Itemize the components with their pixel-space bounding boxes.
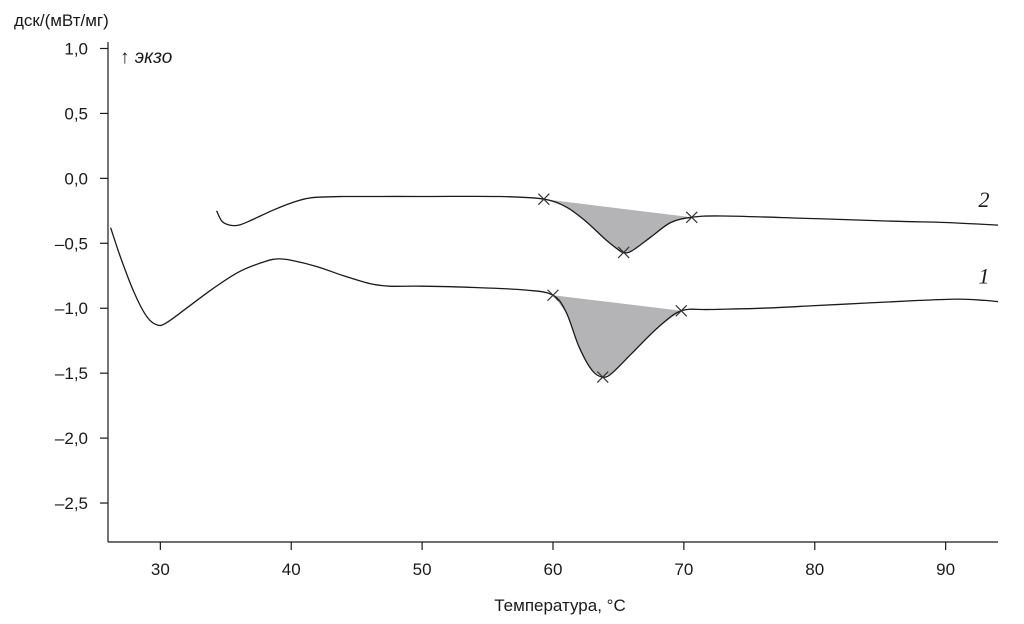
exo-annotation: ↑ экзо bbox=[120, 47, 172, 68]
axes bbox=[107, 42, 998, 543]
y-tick-label: –1,0 bbox=[55, 299, 88, 318]
y-tick-label: –0,5 bbox=[55, 234, 88, 253]
x-marker bbox=[537, 193, 550, 206]
y-tick-label: 0,0 bbox=[64, 169, 88, 188]
peak-area-1 bbox=[553, 295, 682, 378]
y-axis-title: дск/(мВт/мг) bbox=[14, 11, 109, 30]
curve-2 bbox=[216, 195, 999, 254]
x-tick-label: 90 bbox=[936, 560, 955, 579]
curve-1 bbox=[109, 227, 999, 378]
x-tick-label: 70 bbox=[674, 560, 693, 579]
series-label-1: 1 bbox=[979, 264, 990, 289]
x-tick-label: 40 bbox=[282, 560, 301, 579]
x-marker bbox=[675, 304, 688, 317]
peak-markers bbox=[537, 193, 698, 383]
series-label-2: 2 bbox=[979, 187, 990, 212]
series-labels: 12 bbox=[979, 187, 990, 289]
x-marker bbox=[596, 371, 609, 383]
x-tick-label: 30 bbox=[151, 560, 170, 579]
x-tick-label: 80 bbox=[805, 560, 824, 579]
x-tick-label: 60 bbox=[544, 560, 563, 579]
x-marker bbox=[617, 246, 630, 259]
y-tick-label: –1,5 bbox=[55, 364, 88, 383]
y-tick-label: –2,5 bbox=[55, 494, 88, 513]
y-tick-label: 1,0 bbox=[64, 39, 88, 58]
x-marker bbox=[547, 289, 559, 302]
x-axis-title: Температура, °С bbox=[494, 596, 625, 615]
x-marker bbox=[685, 211, 698, 224]
y-tick-label: –2,0 bbox=[55, 429, 88, 448]
ticks: 30 40 50 60 70 80 90 1,0 0,5 0,0 –0,5 –1,0 –1,5 –2,0 –… bbox=[55, 39, 955, 579]
curves bbox=[109, 195, 999, 378]
peak-area-2 bbox=[543, 199, 692, 253]
y-tick-label: 0,5 bbox=[64, 104, 88, 123]
x-tick-label: 50 bbox=[413, 560, 432, 579]
peak-shades bbox=[543, 199, 692, 378]
